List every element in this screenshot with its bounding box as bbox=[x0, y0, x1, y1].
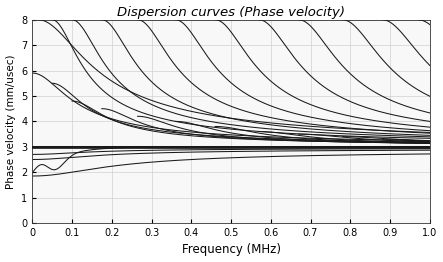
X-axis label: Frequency (MHz): Frequency (MHz) bbox=[182, 243, 280, 256]
Title: Dispersion curves (Phase velocity): Dispersion curves (Phase velocity) bbox=[117, 6, 345, 19]
Y-axis label: Phase velocity (mm/usec): Phase velocity (mm/usec) bbox=[6, 54, 16, 189]
